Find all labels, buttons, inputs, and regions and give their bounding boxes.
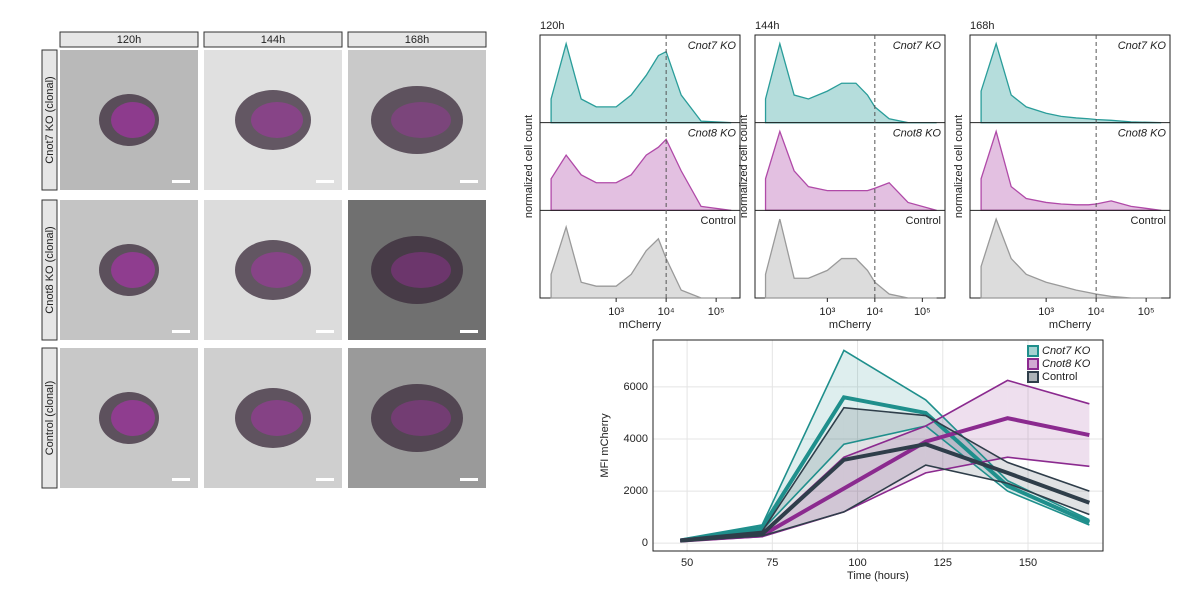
scale-bar [316, 478, 334, 481]
organoid [371, 384, 463, 452]
scale-bar [172, 478, 190, 481]
scale-bar [172, 180, 190, 183]
scale-bar [172, 330, 190, 333]
x-tick-label: 50 [681, 557, 693, 569]
density-area [550, 138, 732, 211]
y-tick-label: 2000 [624, 485, 648, 497]
series-label: Control [1131, 215, 1166, 227]
column-header-box [59, 31, 199, 48]
row-label: Cnot8 KO (clonal) [44, 226, 56, 313]
legend-swatch [1027, 371, 1039, 383]
mcherry-signal [391, 102, 451, 138]
density-area [764, 41, 937, 124]
mcherry-signal [251, 400, 303, 436]
organoid [371, 236, 463, 304]
mcherry-signal [391, 252, 451, 288]
legend-swatch [1027, 358, 1039, 370]
row-label: Control (clonal) [44, 381, 56, 456]
mean-line [679, 395, 1091, 543]
y-tick-label: 4000 [624, 433, 648, 445]
row-label-box [41, 199, 58, 341]
mcherry-signal [391, 400, 451, 436]
column-header: 144h [261, 34, 285, 46]
x-axis-label: Time (hours) [847, 570, 909, 582]
scale-bar [460, 330, 478, 333]
column-header: 120h [117, 34, 141, 46]
legend-label: Cnot8 KO [1042, 358, 1091, 370]
x-tick-label: 10³ [608, 306, 624, 318]
row-label: Cnot7 KO (clonal) [44, 76, 56, 163]
bound-line [680, 406, 1090, 541]
organoid [235, 90, 311, 150]
x-tick-label: 10⁵ [708, 306, 725, 318]
x-tick-label: 150 [1019, 557, 1037, 569]
series-label: Cnot8 KO [688, 128, 737, 140]
x-axis-label: mCherry [619, 319, 662, 331]
density-area [550, 41, 732, 124]
x-tick-label: 10³ [1038, 306, 1054, 318]
series-label: Cnot7 KO [893, 40, 942, 52]
scale-bar [316, 180, 334, 183]
density-area [550, 224, 732, 299]
series-label: Cnot8 KO [893, 128, 942, 140]
density-area [980, 41, 1162, 124]
density-area [980, 217, 1162, 299]
series-label: Cnot7 KO [688, 40, 737, 52]
scale-bar [460, 478, 478, 481]
x-tick-label: 10⁴ [866, 306, 883, 318]
series-label: Control [701, 215, 736, 227]
chart-title: 120h [540, 20, 564, 32]
column-header-box [347, 31, 487, 48]
density-area [980, 129, 1162, 211]
density-area [764, 218, 937, 299]
mean-line [680, 442, 1091, 543]
mcherry-signal [111, 102, 155, 138]
x-tick-label: 125 [934, 557, 952, 569]
organoid [371, 86, 463, 154]
x-tick-label: 75 [766, 557, 778, 569]
scale-bar [316, 330, 334, 333]
legend-label: Cnot7 KO [1042, 345, 1091, 357]
mcherry-signal [251, 252, 303, 288]
x-tick-label: 10⁴ [658, 306, 675, 318]
column-header-box [203, 31, 343, 48]
organoid [235, 240, 311, 300]
series-label: Cnot8 KO [1118, 128, 1167, 140]
x-axis-label: mCherry [829, 319, 872, 331]
x-tick-label: 10⁴ [1088, 306, 1105, 318]
y-tick-label: 6000 [624, 381, 648, 393]
x-tick-label: 10⁵ [1138, 306, 1155, 318]
legend-label: Control [1042, 371, 1077, 383]
mcherry-signal [111, 400, 155, 436]
y-axis-label: MFI mCherry [599, 413, 611, 478]
y-axis-label: normalized cell count [953, 115, 965, 218]
organoid [235, 388, 311, 448]
y-axis-label: normalized cell count [738, 115, 750, 218]
chart-title: 168h [970, 20, 994, 32]
mcherry-signal [251, 102, 303, 138]
mcherry-signal [111, 252, 155, 288]
series-label: Control [906, 215, 941, 227]
x-tick-label: 10³ [819, 306, 835, 318]
ribbon [1007, 380, 1090, 467]
plot-frame [652, 339, 1104, 552]
row-label-box [41, 347, 58, 489]
ribbon [843, 350, 926, 445]
series-label: Cnot7 KO [1118, 40, 1167, 52]
x-axis-label: mCherry [1049, 319, 1092, 331]
row-label-box [41, 49, 58, 191]
legend-swatch [1027, 345, 1039, 357]
y-axis-label: normalized cell count [523, 115, 535, 218]
y-tick-label: 0 [642, 537, 648, 549]
scale-bar [460, 180, 478, 183]
chart-title: 144h [755, 20, 779, 32]
bound-line [680, 349, 1090, 541]
x-tick-label: 100 [848, 557, 866, 569]
density-area [764, 129, 937, 211]
column-header: 168h [405, 34, 429, 46]
x-tick-label: 10⁵ [914, 306, 931, 318]
